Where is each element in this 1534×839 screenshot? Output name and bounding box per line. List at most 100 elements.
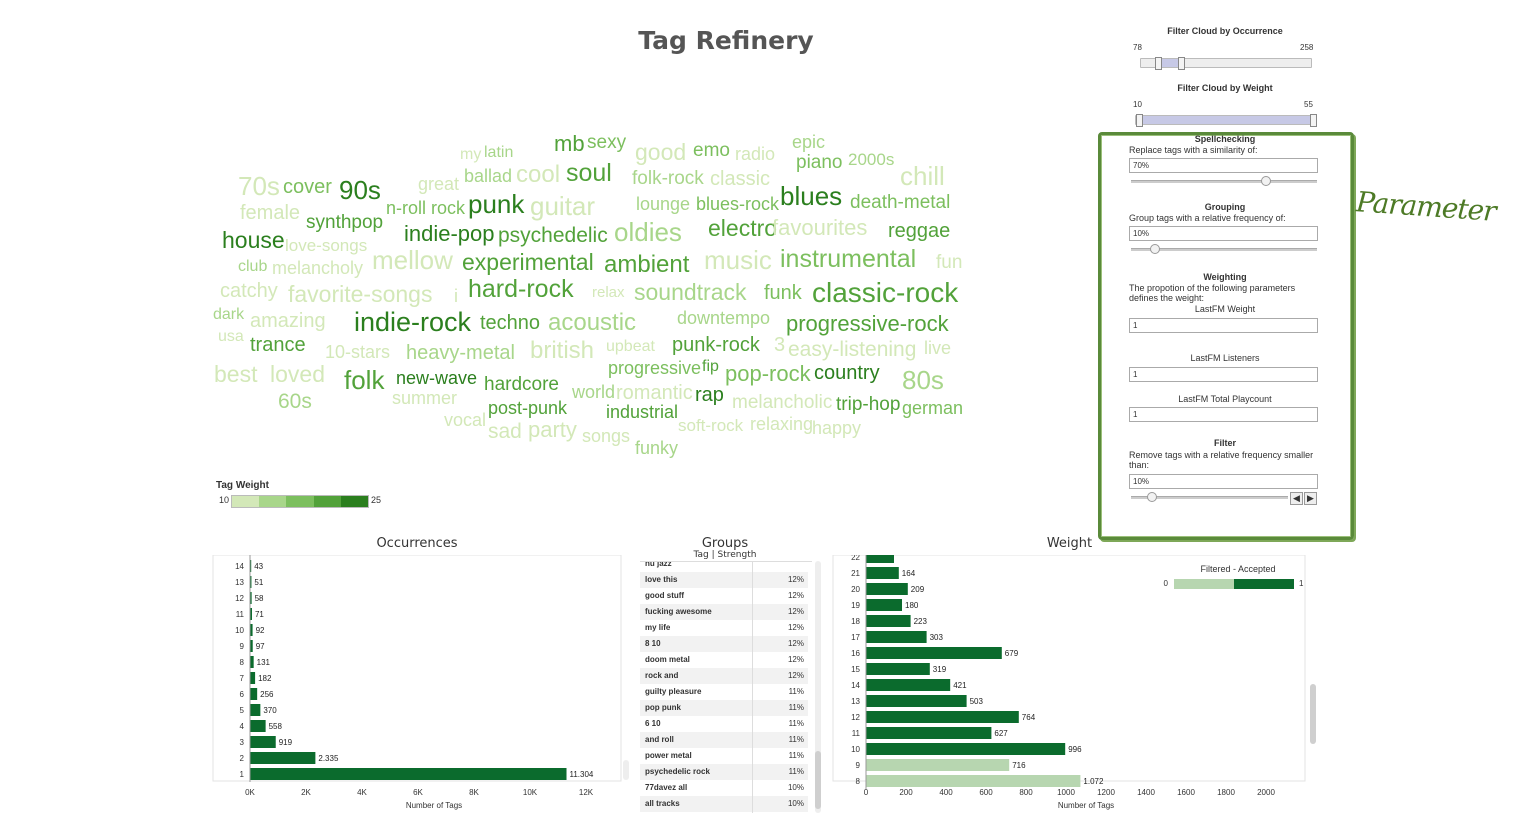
bar[interactable] [866, 583, 908, 595]
tag-word[interactable]: cover [283, 176, 332, 198]
occurrences-scrollbar[interactable] [623, 760, 629, 780]
tag-word[interactable]: sexy [587, 132, 627, 153]
tag-word[interactable]: live [924, 338, 952, 358]
tag-word[interactable]: summer [392, 388, 458, 408]
table-row[interactable]: psychedelic rock 11% [640, 764, 808, 780]
tag-word[interactable]: vocal [444, 410, 487, 430]
bar[interactable] [250, 768, 567, 780]
tag-word[interactable]: death-metal [850, 192, 951, 213]
tag-word[interactable]: funk [764, 282, 802, 304]
tag-word[interactable]: 10-stars [325, 342, 391, 362]
table-row[interactable]: 77davez all 10% [640, 780, 808, 796]
bar[interactable] [250, 592, 252, 604]
bar[interactable] [250, 656, 254, 668]
tag-word[interactable]: favourites [772, 215, 868, 240]
table-row[interactable]: pop punk 11% [640, 700, 808, 716]
table-row[interactable]: guilty pleasure 11% [640, 684, 808, 700]
tag-word[interactable]: acoustic [548, 309, 637, 336]
tag-word[interactable]: oldies [614, 217, 682, 247]
tag-word[interactable]: catchy [220, 280, 278, 302]
tag-word[interactable]: 70s [238, 171, 280, 201]
filter-occurrence-slider[interactable] [1140, 57, 1312, 70]
table-row[interactable]: fucking awesome 12% [640, 604, 808, 620]
tag-word[interactable]: folk [344, 365, 385, 395]
tag-word[interactable]: indie-rock [354, 307, 472, 337]
bar[interactable] [866, 647, 1002, 659]
tag-word[interactable]: melancholic [732, 392, 833, 413]
filter-param-track[interactable] [1131, 496, 1288, 499]
tag-word[interactable]: fun [936, 252, 963, 273]
tag-word[interactable]: instrumental [780, 245, 917, 273]
tag-word[interactable]: reggae [888, 220, 951, 242]
bar[interactable] [866, 567, 899, 579]
table-row[interactable]: doom metal 12% [640, 652, 808, 668]
spellcheck-track[interactable] [1131, 180, 1317, 183]
tag-word[interactable]: 90s [339, 175, 381, 205]
tag-word[interactable]: usa [218, 328, 244, 345]
grouping-knob[interactable] [1149, 244, 1160, 254]
tag-word[interactable]: easy-listening [788, 338, 917, 361]
table-row[interactable]: love this 12% [640, 572, 808, 588]
bar[interactable] [866, 615, 911, 627]
tag-word[interactable]: i [454, 286, 458, 306]
tag-word[interactable]: german [902, 398, 964, 418]
bar[interactable] [250, 752, 316, 764]
tag-word[interactable]: pop-rock [725, 361, 811, 386]
tag-word[interactable]: soundtrack [634, 279, 747, 305]
tag-word[interactable]: 60s [278, 390, 312, 413]
tag-word[interactable]: ambient [604, 251, 690, 278]
table-row[interactable]: 8 10 12% [640, 636, 808, 652]
tag-word[interactable]: synthpop [306, 212, 384, 233]
groups-scrollbar-thumb[interactable] [815, 751, 821, 809]
tag-word[interactable]: romantic [616, 382, 693, 404]
tag-word[interactable]: mb [554, 131, 585, 156]
tag-word[interactable]: classic [710, 168, 771, 190]
tag-word[interactable]: blues-rock [696, 194, 780, 214]
tag-word[interactable]: 3 [774, 334, 786, 356]
bar[interactable] [866, 695, 967, 707]
bar[interactable] [250, 640, 253, 652]
bar[interactable] [866, 679, 951, 691]
tag-word[interactable]: heavy-metal [406, 342, 515, 364]
lastfm-playcount-input[interactable]: 1 [1129, 407, 1318, 422]
filter-param-knob[interactable] [1146, 492, 1157, 502]
bar[interactable] [866, 759, 1010, 771]
tag-word[interactable]: good [635, 139, 687, 165]
bar[interactable] [866, 663, 930, 675]
tag-word[interactable]: new-wave [396, 368, 478, 388]
bar[interactable] [866, 631, 927, 643]
tag-word[interactable]: 80s [902, 365, 944, 395]
filter-weight-slider[interactable] [1135, 114, 1317, 127]
tag-word[interactable]: guitar [530, 191, 596, 221]
tag-word[interactable]: electro [708, 215, 778, 241]
tag-word[interactable]: blues [780, 181, 843, 211]
filter-weight-min-handle[interactable] [1136, 114, 1143, 127]
tag-word[interactable]: house [222, 227, 285, 253]
tag-word[interactable]: funky [635, 438, 679, 458]
tag-word[interactable]: radio [735, 144, 776, 164]
table-row[interactable]: good stuff 12% [640, 588, 808, 604]
filter-step-right-button[interactable]: ▶ [1304, 492, 1317, 505]
lastfm-listeners-input[interactable]: 1 [1129, 367, 1318, 382]
tag-word[interactable]: music [704, 245, 772, 275]
table-row[interactable]: and roll 11% [640, 732, 808, 748]
bar[interactable] [866, 599, 902, 611]
tag-word[interactable]: world [572, 382, 616, 402]
filter-weight-max-handle[interactable] [1310, 114, 1317, 127]
filter-occurrence-max-handle[interactable] [1177, 57, 1185, 70]
tag-word[interactable]: relax [592, 284, 625, 301]
tag-word[interactable]: party [528, 417, 577, 442]
bar[interactable] [866, 727, 992, 739]
tag-word[interactable]: trance [250, 334, 306, 356]
tag-word[interactable]: latin [484, 144, 514, 161]
bar[interactable] [866, 711, 1019, 723]
tag-word[interactable]: my [460, 146, 482, 163]
tag-word[interactable]: techno [480, 312, 541, 334]
tag-word[interactable]: love-songs [285, 236, 368, 255]
table-row[interactable]: my life 12% [640, 620, 808, 636]
weight-scrollbar-thumb[interactable] [1310, 684, 1316, 744]
bar[interactable] [250, 608, 252, 620]
bar[interactable] [250, 576, 252, 588]
filter-step-left-button[interactable]: ◀ [1290, 492, 1303, 505]
filter-occurrence-min-handle[interactable] [1154, 57, 1162, 70]
